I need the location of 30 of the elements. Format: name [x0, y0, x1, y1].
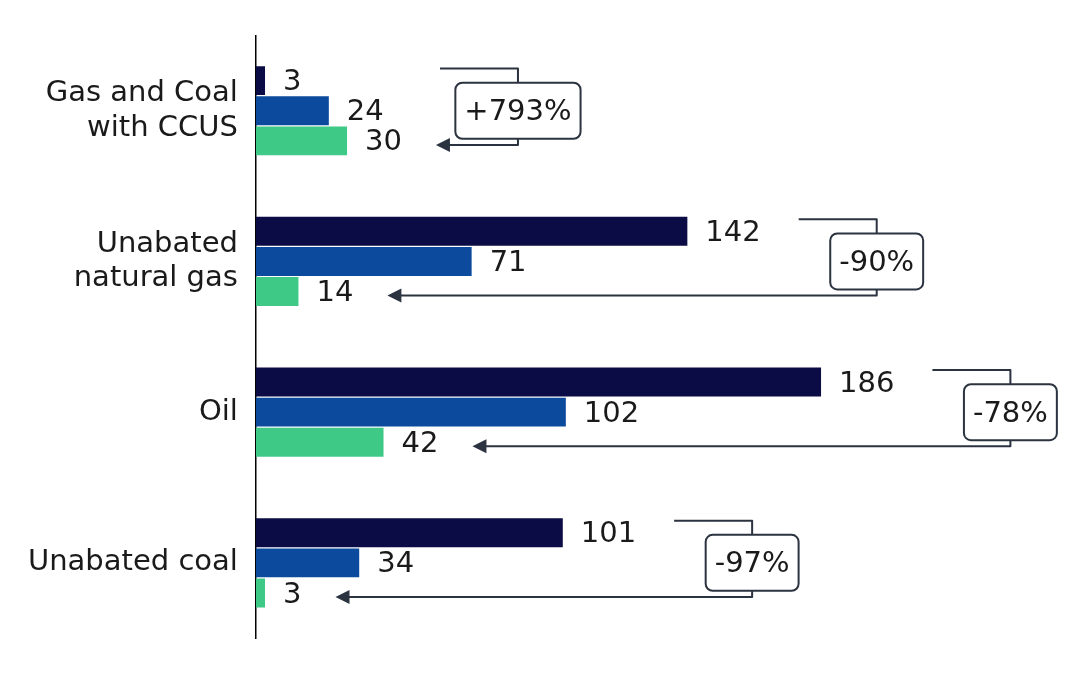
bar — [255, 548, 360, 578]
bar — [255, 518, 563, 548]
y-tick-label: Oil — [198, 392, 238, 427]
data-label: 142 — [705, 213, 761, 248]
text: -78% — [972, 394, 1048, 429]
bar — [255, 216, 688, 246]
bar — [255, 397, 566, 427]
annotation: +793% — [464, 93, 572, 128]
text: -90% — [839, 243, 915, 278]
y-tick-label: Unabated natural gas — [73, 224, 238, 294]
bar — [255, 66, 266, 96]
y-tick-label: Gas and Coal with CCUS — [45, 73, 238, 143]
y-tick-label: Unabated coal — [27, 543, 238, 578]
data-label: 71 — [489, 243, 527, 278]
data-label: 101 — [580, 515, 637, 550]
data-label: 186 — [839, 364, 895, 399]
annotation: -97% — [714, 545, 790, 580]
bar — [255, 578, 266, 608]
bar — [255, 427, 384, 457]
bar — [255, 277, 299, 307]
data-label: 14 — [316, 274, 354, 309]
data-label: 3 — [283, 575, 302, 610]
data-label: 34 — [377, 545, 415, 580]
bar — [255, 126, 348, 156]
data-label: 3 — [283, 63, 302, 98]
data-label: 102 — [583, 394, 640, 429]
bar — [255, 367, 822, 397]
bar — [255, 96, 329, 126]
bar — [255, 246, 472, 276]
data-label: 42 — [401, 424, 439, 459]
